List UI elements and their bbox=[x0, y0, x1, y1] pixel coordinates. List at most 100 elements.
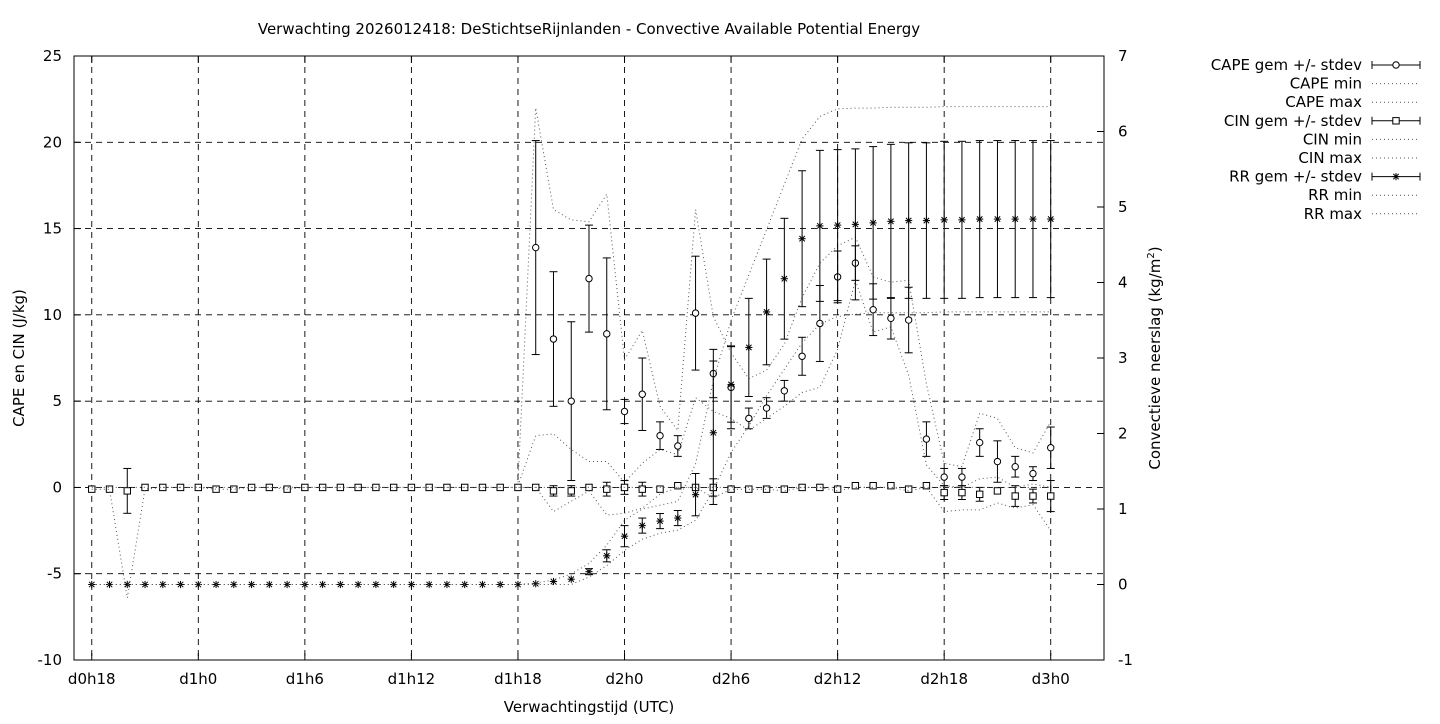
data-point bbox=[141, 483, 149, 492]
data-point bbox=[904, 316, 913, 324]
y-tick-label: -10 bbox=[38, 651, 63, 669]
data-point bbox=[620, 532, 629, 540]
star-stroke bbox=[639, 522, 646, 529]
y2-label-main: Convectieve neerslag (kg/m bbox=[1146, 259, 1164, 470]
data-point bbox=[603, 485, 611, 493]
data-point bbox=[123, 580, 131, 589]
x-tick-label: d1h6 bbox=[286, 670, 324, 688]
star-stroke bbox=[106, 581, 113, 588]
y2-label-end: ) bbox=[1146, 246, 1164, 252]
x-tick-label: d2h0 bbox=[605, 670, 643, 688]
star-stroke bbox=[1047, 216, 1054, 223]
series-rr-max bbox=[91, 106, 1051, 585]
data-point bbox=[780, 387, 789, 395]
data-point bbox=[905, 216, 913, 225]
series-layer bbox=[88, 106, 1055, 598]
data-point bbox=[727, 380, 735, 389]
star-stroke bbox=[763, 308, 770, 315]
data-point bbox=[532, 243, 540, 252]
star-stroke bbox=[443, 581, 450, 588]
data-point bbox=[691, 491, 700, 499]
legend-marker bbox=[1392, 117, 1400, 125]
data-point bbox=[443, 580, 451, 589]
star-stroke bbox=[479, 581, 486, 588]
data-point bbox=[674, 514, 682, 522]
y-tick-label: 20 bbox=[43, 133, 62, 151]
y-tick-label: 10 bbox=[43, 306, 62, 324]
y-tick-label: 5 bbox=[52, 392, 62, 410]
star-stroke bbox=[728, 381, 735, 388]
y-tick-label: -5 bbox=[47, 565, 62, 583]
star-stroke bbox=[834, 222, 841, 229]
data-point bbox=[922, 435, 931, 443]
data-point bbox=[727, 485, 735, 493]
y2-tick-label: 6 bbox=[1118, 123, 1128, 141]
star-stroke bbox=[514, 581, 522, 588]
series-line-cape-max bbox=[517, 107, 1052, 483]
series-rr-gem-stdev bbox=[88, 140, 1055, 589]
star-stroke bbox=[585, 568, 593, 575]
data-point bbox=[745, 485, 753, 493]
y2-tick-label: 2 bbox=[1118, 425, 1128, 443]
data-point bbox=[869, 219, 877, 227]
data-point bbox=[638, 485, 646, 493]
star-stroke bbox=[941, 216, 948, 223]
data-point bbox=[762, 404, 771, 412]
data-point bbox=[762, 308, 771, 316]
data-point bbox=[1047, 444, 1055, 452]
data-point bbox=[407, 580, 416, 589]
y2-axis-label: Convectieve neerslag (kg/m2) bbox=[1146, 246, 1164, 469]
star-stroke bbox=[887, 218, 894, 225]
star-stroke bbox=[532, 580, 539, 587]
star-stroke bbox=[781, 275, 788, 282]
star-stroke bbox=[621, 533, 628, 540]
data-point bbox=[1011, 492, 1019, 500]
data-point bbox=[354, 580, 362, 589]
data-point bbox=[1047, 492, 1055, 500]
data-point bbox=[904, 485, 913, 493]
star-stroke bbox=[230, 581, 237, 588]
star-stroke bbox=[284, 581, 291, 588]
y-tick-label: 25 bbox=[43, 47, 62, 65]
data-point bbox=[319, 580, 327, 589]
star-stroke bbox=[710, 429, 717, 436]
data-point bbox=[922, 216, 931, 225]
star-stroke bbox=[816, 222, 823, 229]
data-point bbox=[780, 485, 789, 493]
star-stroke bbox=[905, 217, 912, 224]
legend-label: CIN gem +/- stdev bbox=[1224, 112, 1362, 130]
data-point bbox=[567, 487, 575, 495]
data-point bbox=[834, 221, 842, 229]
x-tick-label: d2h6 bbox=[712, 670, 750, 688]
star-stroke bbox=[390, 581, 397, 588]
data-point bbox=[1047, 215, 1055, 223]
star-stroke bbox=[319, 581, 326, 588]
y2-tick-label: 7 bbox=[1118, 47, 1128, 65]
data-point bbox=[567, 575, 575, 583]
data-point bbox=[88, 485, 96, 493]
data-point bbox=[975, 490, 984, 499]
star-stroke bbox=[195, 581, 202, 588]
data-point bbox=[230, 485, 238, 493]
legend-marker bbox=[1392, 61, 1400, 69]
data-point bbox=[656, 431, 664, 440]
star-stroke bbox=[301, 581, 308, 588]
legend-label: RR max bbox=[1304, 205, 1362, 223]
y2-tick-label: 1 bbox=[1118, 500, 1128, 518]
data-point bbox=[656, 485, 664, 493]
x-tick-label: d1h12 bbox=[388, 670, 436, 688]
data-point bbox=[159, 580, 167, 589]
y-tick-label: 15 bbox=[43, 220, 62, 238]
data-point bbox=[976, 215, 984, 223]
data-point bbox=[993, 457, 1002, 466]
data-point bbox=[532, 580, 540, 588]
axis-layer: d0h18 d1h0 d1h6 d1h12 d1h18 d2h0 d2h6 d2h12 d2h1… bbox=[38, 47, 1133, 688]
star-stroke bbox=[692, 491, 699, 498]
x-tick-label: d3h0 bbox=[1032, 670, 1070, 688]
data-point bbox=[851, 482, 860, 490]
y2-tick-label: 0 bbox=[1118, 576, 1128, 594]
data-point bbox=[638, 522, 646, 530]
star-stroke bbox=[976, 216, 983, 223]
data-point bbox=[141, 580, 149, 589]
